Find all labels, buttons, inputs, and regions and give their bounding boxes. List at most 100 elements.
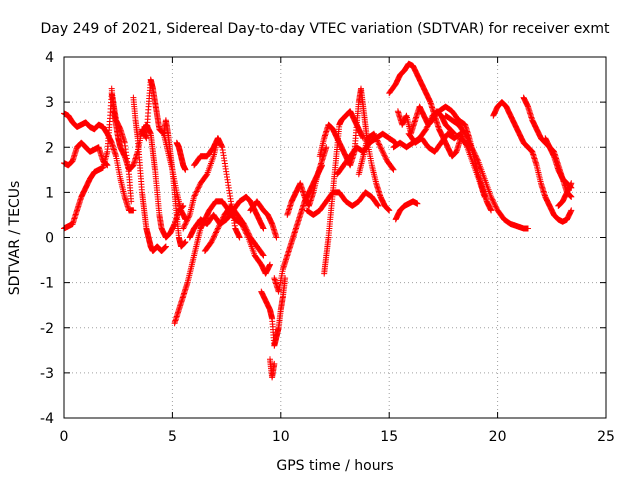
data-point (267, 261, 273, 268)
x-axis-label: GPS time / hours (276, 458, 393, 474)
data-point (471, 149, 478, 156)
data-point (123, 199, 130, 206)
series-arc-11 (191, 135, 221, 169)
y-tick-label: 4 (45, 50, 54, 66)
data-point (209, 236, 216, 243)
x-tick-label: 15 (380, 429, 398, 445)
data-point (376, 142, 383, 149)
data-point (470, 148, 477, 155)
data-point (214, 225, 221, 232)
data-point (374, 202, 381, 208)
data-point (463, 133, 470, 140)
data-point (218, 217, 225, 224)
data-point (243, 226, 250, 233)
y-tick-label: -4 (40, 411, 54, 427)
data-point (203, 172, 210, 179)
series-arc-28 (442, 112, 531, 232)
data-point (182, 220, 189, 227)
series-arc-20 (316, 85, 393, 214)
series-arc-03 (61, 90, 135, 232)
data-point (382, 153, 389, 160)
data-point (213, 228, 220, 235)
series-arc-33 (555, 180, 575, 209)
data-point (462, 132, 469, 139)
data-point (493, 204, 500, 211)
data-point (379, 148, 386, 155)
data-point (490, 199, 497, 206)
data-point (381, 152, 388, 159)
data-point (180, 224, 187, 231)
data-point (196, 183, 203, 190)
series-arc-30 (490, 99, 575, 225)
data-point (244, 229, 251, 236)
data-point (371, 130, 377, 137)
data-point (246, 231, 253, 238)
data-point (216, 221, 223, 228)
data-point (123, 158, 130, 165)
data-point (273, 234, 280, 241)
data-point (260, 252, 267, 259)
y-tick-label: -1 (40, 276, 54, 292)
data-point (209, 237, 216, 244)
data-point (427, 118, 433, 125)
data-point (182, 221, 189, 228)
series-arc-05 (130, 94, 169, 254)
x-tick-label: 5 (168, 429, 177, 445)
data-point (214, 135, 221, 142)
data-point (214, 226, 221, 233)
marks-layer (61, 60, 575, 381)
series-arc-16 (267, 356, 278, 381)
data-point (260, 225, 267, 232)
data-point (212, 230, 219, 237)
x-tick-labels: 0 5 10 15 20 25 (60, 429, 615, 445)
data-point (469, 147, 476, 153)
data-point (568, 180, 575, 187)
data-point (217, 220, 224, 227)
data-point (466, 140, 473, 147)
data-point (390, 166, 397, 173)
data-point (488, 207, 495, 214)
data-point (423, 126, 430, 133)
data-point (271, 360, 278, 367)
data-point (195, 184, 202, 191)
data-point (467, 142, 474, 149)
data-point (473, 155, 480, 162)
data-point (376, 141, 383, 148)
data-point (180, 202, 187, 209)
data-point (216, 222, 223, 229)
data-point (371, 132, 378, 139)
data-point (377, 144, 384, 151)
data-point (241, 222, 248, 229)
y-tick-label: 2 (45, 140, 54, 156)
data-point (220, 214, 227, 221)
x-tick-label: 10 (272, 429, 290, 445)
data-point (389, 165, 396, 172)
data-point (427, 116, 434, 123)
data-point (218, 218, 225, 225)
series-arc-01 (61, 110, 137, 214)
data-point (492, 203, 499, 210)
data-point (375, 140, 382, 147)
data-point (193, 188, 200, 195)
grid-layer (64, 57, 606, 418)
data-point (213, 229, 219, 236)
data-point (489, 196, 496, 203)
data-point (184, 217, 191, 224)
data-point (568, 193, 575, 200)
data-point (465, 137, 472, 144)
series-arc-14 (247, 198, 280, 241)
data-point (191, 193, 198, 200)
y-tick-label: 0 (45, 231, 54, 247)
series-arc-29 (392, 198, 421, 223)
data-point (481, 193, 488, 200)
data-point (469, 145, 476, 152)
data-point (182, 166, 189, 173)
data-point (375, 202, 382, 209)
data-point (471, 151, 478, 157)
series-arc-15 (258, 275, 289, 349)
data-point (185, 214, 192, 221)
data-point (244, 227, 251, 234)
data-point (488, 195, 495, 202)
chart-title: Day 249 of 2021, Sidereal Day-to-day VTE… (41, 21, 611, 37)
data-point (424, 123, 431, 130)
